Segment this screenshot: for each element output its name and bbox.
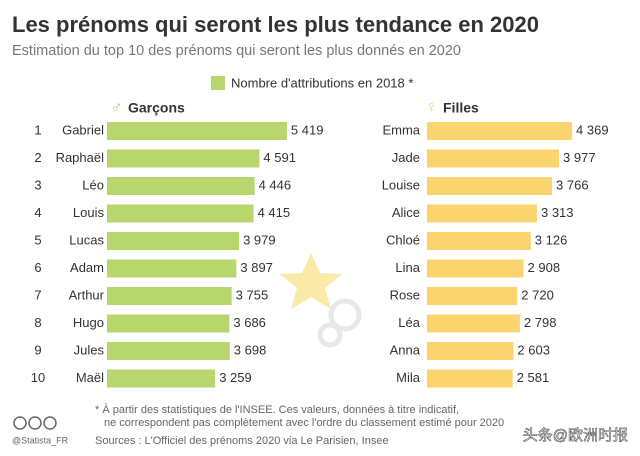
decoration <box>280 253 362 348</box>
value-label: 3 313 <box>541 205 574 220</box>
legend-swatch <box>211 76 225 90</box>
rank: 2 <box>34 150 41 165</box>
value-label: 3 259 <box>219 370 252 385</box>
bar <box>427 369 513 388</box>
cc-icons <box>13 416 57 430</box>
rank: 7 <box>34 287 41 302</box>
value-label: 3 686 <box>233 315 266 330</box>
value-label: 2 908 <box>528 260 561 275</box>
title: Les prénoms qui seront les plus tendance… <box>12 12 539 37</box>
bar <box>427 259 524 278</box>
footnote: * À partir des statistiques de l'INSEE. … <box>95 403 459 416</box>
category-label: Maël <box>76 370 104 385</box>
value-label: 3 766 <box>556 177 589 192</box>
bar <box>107 204 254 223</box>
category-label: Chloé <box>386 232 420 247</box>
bar <box>427 287 518 305</box>
bar <box>427 122 573 140</box>
bar <box>427 314 520 333</box>
rank: 1 <box>34 122 41 137</box>
bar <box>107 149 260 168</box>
category-label: Jade <box>392 150 420 165</box>
watermark: 头条@欧洲时报 <box>523 427 628 444</box>
value-label: 3 698 <box>234 342 267 357</box>
value-label: 2 603 <box>517 342 550 357</box>
category-label: Emma <box>382 122 420 137</box>
panel-symbol: ♀ <box>425 97 438 116</box>
rank: 3 <box>34 177 41 192</box>
category-label: Louise <box>382 177 420 192</box>
value-label: 2 581 <box>517 370 550 385</box>
rank: 8 <box>34 315 41 330</box>
category-label: Gabriel <box>62 122 104 137</box>
category-label: Léa <box>398 315 420 330</box>
bar <box>107 287 232 305</box>
bar <box>107 369 216 388</box>
value-label: 5 419 <box>291 122 324 137</box>
category-label: Adam <box>70 260 104 275</box>
value-label: 4 415 <box>258 205 291 220</box>
bar <box>427 149 560 168</box>
category-label: Arthur <box>69 287 105 302</box>
category-label: Raphaël <box>56 150 105 165</box>
category-label: Lucas <box>69 232 104 247</box>
category-label: Jules <box>74 342 105 357</box>
footnote: ne correspondent pas complètement avec l… <box>104 417 504 429</box>
category-label: Léo <box>82 177 104 192</box>
value-label: 2 720 <box>521 287 554 302</box>
credit: @Statista_FR <box>12 435 69 445</box>
value-label: 4 591 <box>263 150 296 165</box>
legend-label: Nombre d'attributions en 2018 * <box>231 75 413 90</box>
rank: 5 <box>34 232 41 247</box>
value-label: 3 126 <box>535 232 568 247</box>
panel-title: Garçons <box>128 100 185 116</box>
value-label: 3 979 <box>243 232 276 247</box>
rank: 6 <box>34 260 41 275</box>
value-label: 4 446 <box>259 177 292 192</box>
value-label: 3 755 <box>236 287 269 302</box>
bar <box>107 342 230 360</box>
subtitle: Estimation du top 10 des prénoms qui ser… <box>12 43 461 59</box>
value-label: 3 977 <box>563 150 596 165</box>
panel-title: Filles <box>443 100 479 116</box>
bar <box>427 232 531 250</box>
bar <box>107 122 287 140</box>
value-label: 3 897 <box>240 260 273 275</box>
sources: Sources : L'Officiel des prénoms 2020 vi… <box>95 435 389 447</box>
bar <box>107 314 230 333</box>
bar <box>107 232 240 250</box>
bar <box>427 342 514 360</box>
rank: 10 <box>31 370 45 385</box>
category-label: Anna <box>390 342 421 357</box>
panel-symbol: ♂ <box>110 97 123 116</box>
category-label: Louis <box>73 205 105 220</box>
category-label: Rose <box>390 287 420 302</box>
value-label: 2 798 <box>524 315 557 330</box>
bar <box>427 177 553 195</box>
category-label: Lina <box>395 260 420 275</box>
category-label: Mila <box>396 370 421 385</box>
bar <box>107 259 237 278</box>
value-label: 4 369 <box>576 122 609 137</box>
rank: 9 <box>34 342 41 357</box>
category-label: Hugo <box>73 315 104 330</box>
bar <box>427 204 537 223</box>
category-label: Alice <box>392 205 420 220</box>
rank: 4 <box>34 205 41 220</box>
bar <box>107 177 255 195</box>
